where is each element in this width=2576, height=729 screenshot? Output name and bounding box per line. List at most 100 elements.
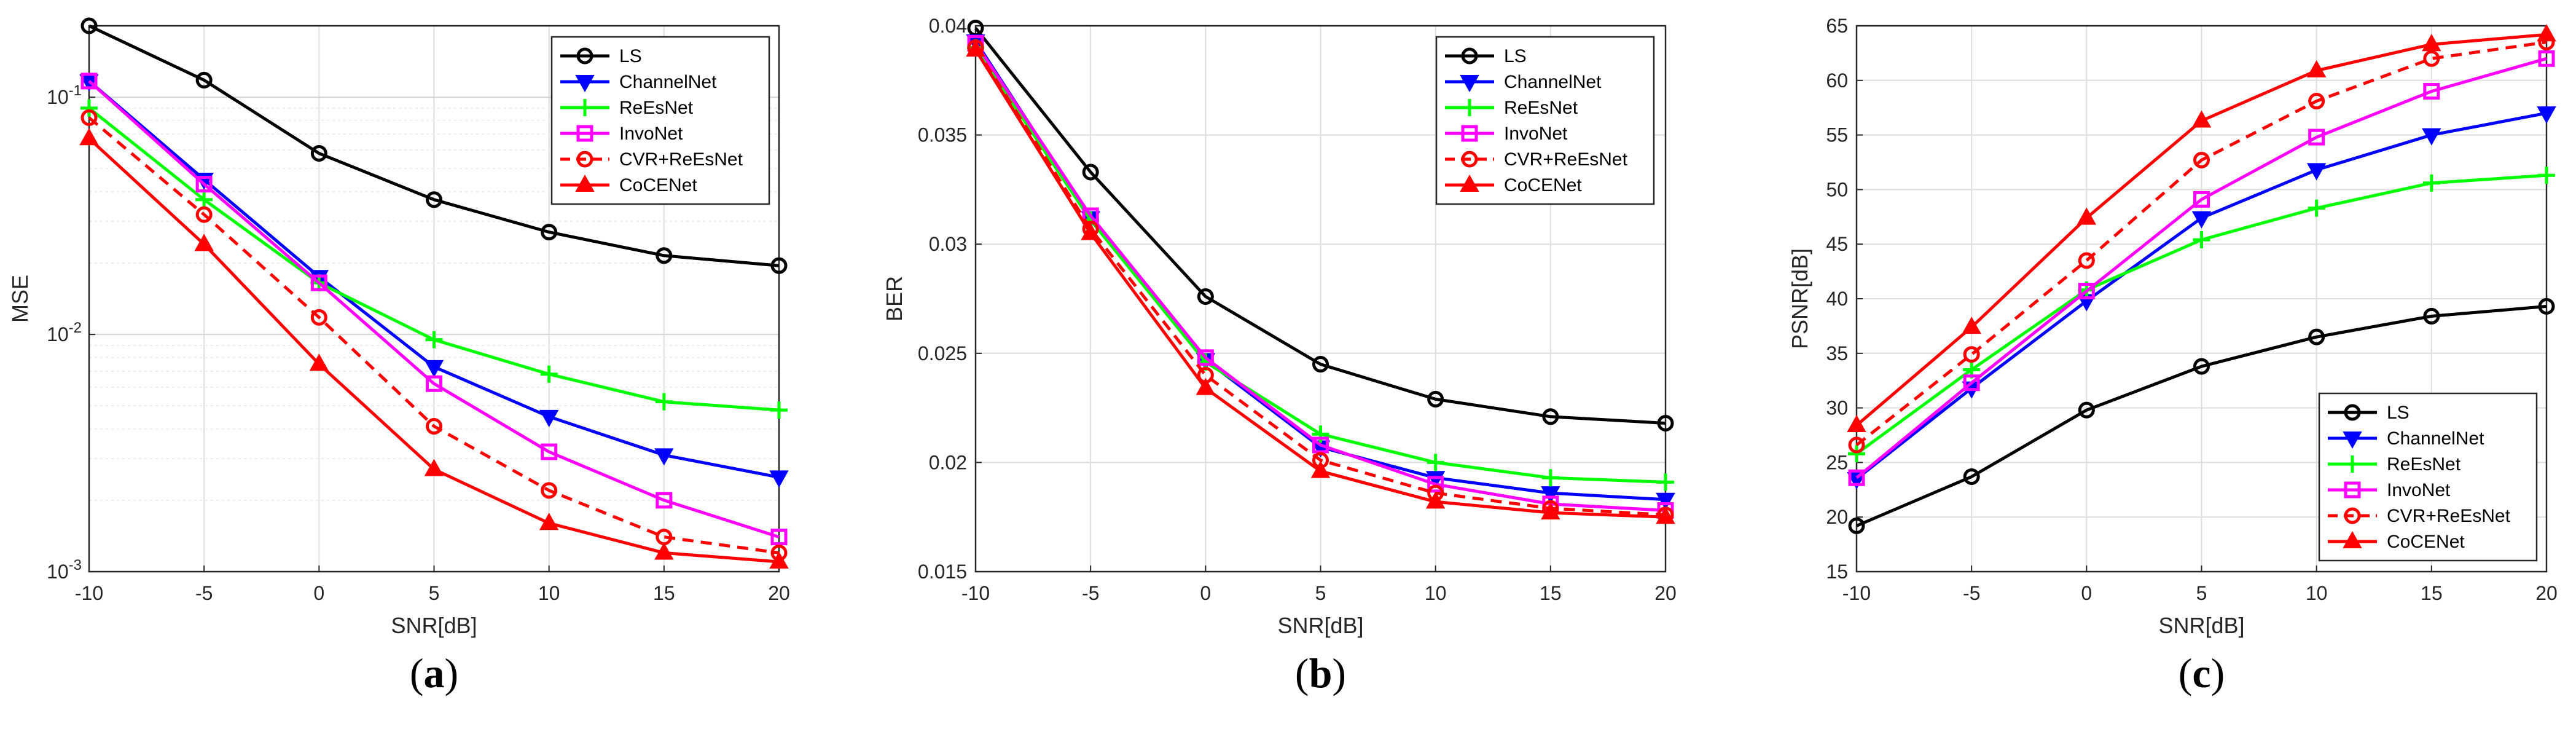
legend-marker bbox=[1461, 125, 1478, 142]
x-tick-label: 0 bbox=[2081, 582, 2092, 604]
data-point bbox=[2193, 191, 2210, 208]
legend-marker bbox=[575, 174, 595, 192]
x-tick-label: 20 bbox=[768, 582, 790, 604]
caption-letter: b bbox=[1309, 650, 1333, 696]
legend-label: CoCENet bbox=[619, 175, 697, 195]
data-point bbox=[1847, 414, 1866, 433]
data-point bbox=[426, 418, 442, 435]
legend-marker bbox=[576, 125, 593, 142]
data-point bbox=[2538, 298, 2555, 315]
legend-label: LS bbox=[619, 46, 642, 66]
data-point bbox=[540, 365, 558, 383]
data-point bbox=[2193, 151, 2210, 168]
legend-marker bbox=[2344, 481, 2361, 498]
data-point bbox=[2306, 163, 2327, 181]
data-point bbox=[2308, 93, 2325, 110]
data-point bbox=[310, 144, 327, 162]
y-tick-label: 20 bbox=[1826, 506, 1848, 528]
series-line bbox=[974, 27, 1666, 425]
data-point bbox=[195, 206, 213, 223]
legend-label: InvoNet bbox=[1504, 124, 1568, 144]
legend-marker bbox=[2343, 431, 2362, 449]
data-point bbox=[1427, 476, 1444, 493]
data-point bbox=[2422, 34, 2441, 52]
data-point bbox=[2308, 128, 2325, 146]
data-point bbox=[1541, 502, 1560, 520]
data-point bbox=[2423, 83, 2440, 100]
chart-panel-c: -10 -5 0 5 10 15 20 15 20 25 30 35 40 45 50 55 60 65 SNR[d… bbox=[1787, 15, 2558, 696]
caption-letter: c bbox=[2192, 650, 2210, 696]
y-tick-base: 10 bbox=[47, 561, 69, 583]
panel-caption: (b) bbox=[1295, 650, 1346, 696]
y-tick-base: 10 bbox=[47, 86, 69, 108]
y-tick-label: 60 bbox=[1826, 69, 1848, 92]
y-tick-label: 55 bbox=[1826, 124, 1848, 146]
x-tick-label: 15 bbox=[2421, 582, 2443, 604]
legend-marker bbox=[1461, 99, 1478, 116]
y-tick-label: 0.02 bbox=[929, 451, 967, 473]
y-axis-label: PSNR[dB] bbox=[1787, 248, 1812, 349]
y-tick-exponent: -2 bbox=[69, 320, 82, 336]
data-point bbox=[770, 401, 788, 419]
data-point bbox=[80, 99, 98, 117]
data-point bbox=[426, 375, 442, 392]
series-line bbox=[88, 80, 780, 538]
data-point bbox=[1962, 317, 1981, 334]
data-point bbox=[424, 360, 444, 377]
legend-label: LS bbox=[1504, 46, 1527, 66]
x-tick-label: 15 bbox=[653, 582, 675, 604]
data-point bbox=[770, 529, 788, 546]
legend-label: ReEsNet bbox=[1504, 98, 1578, 118]
legend-marker bbox=[576, 47, 593, 65]
caption-close-paren: ) bbox=[445, 650, 459, 696]
data-point bbox=[654, 542, 674, 560]
axes-frame bbox=[974, 25, 1667, 573]
y-tick-label: 40 bbox=[1826, 288, 1848, 310]
y-tick-label: 35 bbox=[1826, 342, 1848, 364]
data-point bbox=[2077, 207, 2097, 225]
series-ls bbox=[80, 17, 788, 274]
y-tick-label: 25 bbox=[1826, 451, 1848, 473]
series-cocenet bbox=[79, 128, 789, 569]
data-point bbox=[1197, 288, 1214, 305]
x-tick-label: 0 bbox=[1200, 582, 1211, 604]
x-tick-label: -10 bbox=[961, 582, 990, 604]
y-tick-label: 0.035 bbox=[918, 124, 967, 146]
data-point bbox=[310, 274, 327, 291]
caption-letter: a bbox=[424, 650, 445, 696]
y-tick-label: 0.015 bbox=[918, 561, 967, 583]
series-ls bbox=[1848, 298, 2555, 534]
data-point bbox=[1427, 454, 1444, 471]
data-point bbox=[1081, 223, 1100, 240]
y-axis-label: MSE bbox=[7, 275, 33, 323]
data-point bbox=[1657, 473, 1674, 491]
data-point bbox=[2538, 167, 2555, 184]
x-tick-label: 5 bbox=[1315, 582, 1326, 604]
chart-panel-a: -10 -5 0 5 10 15 2010-310-210-1SNR[dB]MSELSCha… bbox=[7, 17, 790, 696]
x-tick-label: 20 bbox=[2535, 582, 2558, 604]
data-point bbox=[195, 71, 213, 89]
series-invonet bbox=[80, 73, 788, 546]
caption-close-paren: ) bbox=[1332, 650, 1346, 696]
x-tick-label: 0 bbox=[313, 582, 324, 604]
legend-label: ChannelNet bbox=[619, 72, 717, 92]
data-point bbox=[80, 73, 98, 90]
series-cocenet bbox=[966, 39, 1675, 524]
legend: LS ChannelNet ReEsNet InvoNet CVR+ReEsNet CoC… bbox=[2318, 392, 2538, 562]
data-point bbox=[541, 224, 558, 241]
y-tick-label: 10-1 bbox=[47, 82, 82, 108]
data-point bbox=[769, 551, 789, 569]
legend-box bbox=[1435, 36, 1655, 205]
data-point bbox=[541, 482, 558, 499]
legend-box bbox=[550, 36, 770, 205]
data-point bbox=[195, 191, 213, 208]
data-point bbox=[310, 309, 327, 326]
legend-box bbox=[2318, 392, 2538, 562]
data-point bbox=[1657, 414, 1674, 431]
data-point bbox=[2538, 50, 2555, 67]
data-point bbox=[2193, 358, 2210, 375]
data-point bbox=[966, 39, 985, 57]
legend-label: CoCENet bbox=[1504, 175, 1582, 195]
data-point bbox=[1310, 460, 1331, 478]
